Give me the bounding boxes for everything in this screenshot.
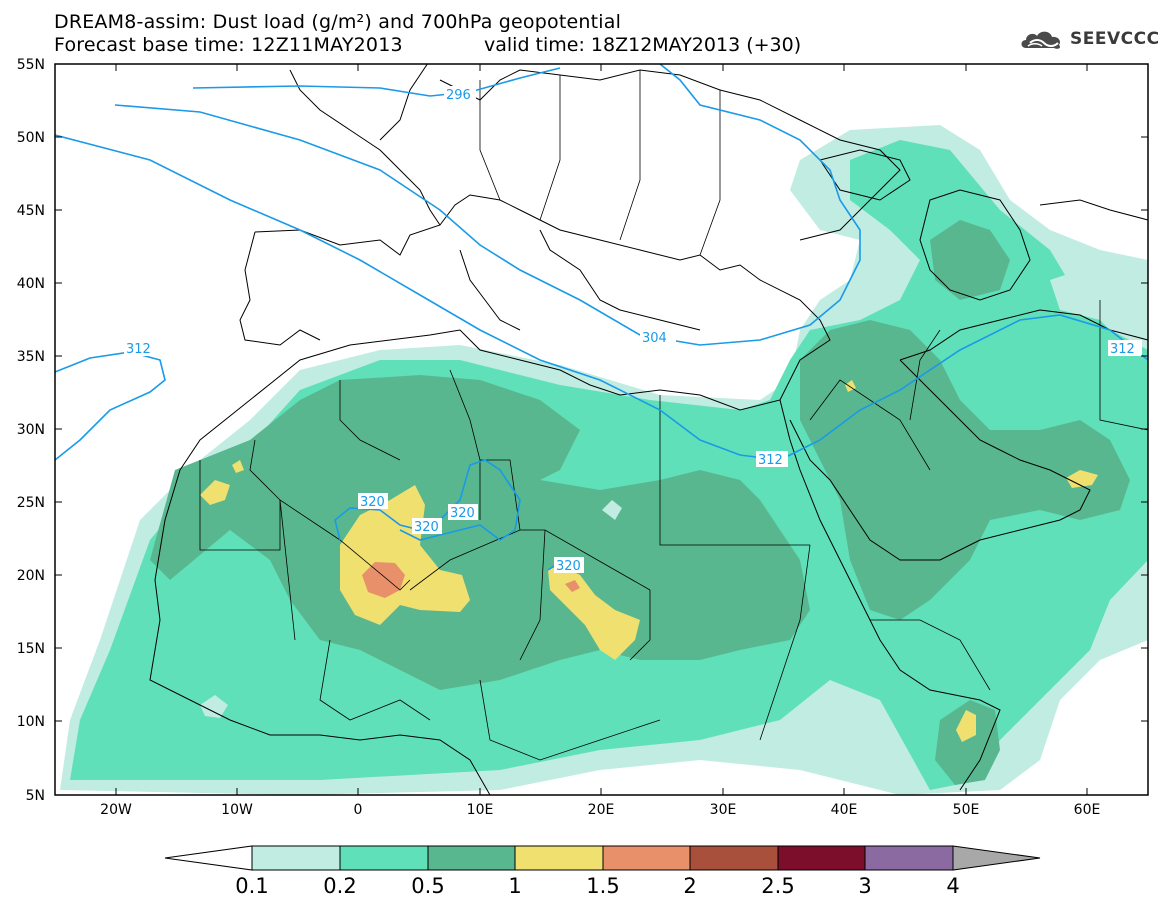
contour-labels: 296 312 304 312 312 320 320 320 320	[124, 86, 1142, 574]
lat-label: 15N	[17, 641, 45, 657]
dust-load-fields	[55, 64, 1148, 795]
lon-label: 30E	[710, 802, 737, 818]
seevccc-logo: SEEVCCC	[1018, 26, 1160, 52]
colorbar-segment	[602, 845, 691, 871]
lat-label: 20N	[17, 568, 45, 584]
colorbar-segment	[251, 845, 341, 871]
dust-level-1	[200, 480, 230, 505]
dust-level-0-1	[200, 695, 228, 718]
longitude-axis: 20W 10W 0 10E 20E 30E 40E 50E 60E	[100, 64, 1100, 818]
colorbar-tick-label: 0.5	[411, 874, 444, 898]
contour-label: 312	[126, 342, 151, 357]
colorbar	[164, 845, 1041, 871]
lat-label: 50N	[17, 130, 45, 146]
dust-level-1-5	[565, 580, 580, 592]
lon-label: 40E	[831, 802, 858, 818]
forecast-base-time: Forecast base time: 12Z11MAY2013	[54, 34, 403, 56]
colorbar-tick-label: 0.1	[235, 874, 268, 898]
lat-label: 45N	[17, 203, 45, 219]
dust-level-1	[956, 710, 976, 742]
dust-level-0-1	[602, 500, 622, 520]
colorbar-segment	[777, 845, 866, 871]
contour-label: 320	[556, 559, 581, 574]
contour-label: 320	[414, 520, 439, 535]
colorbar-tick-label: 3	[858, 874, 871, 898]
colorbar-tick-label: 1.5	[586, 874, 619, 898]
dust-level-0-1	[1050, 270, 1110, 320]
colorbar-tick-label: 2.5	[761, 874, 794, 898]
dust-level-1	[232, 460, 244, 473]
colorbar-tick-label: 1	[508, 874, 521, 898]
contour-label: 312	[1110, 342, 1135, 357]
lon-label: 0	[354, 802, 363, 818]
country-borders	[199, 70, 1148, 761]
colorbar-labels: 0.1 0.2 0.5 1 1.5 2 2.5 3 4	[235, 874, 959, 898]
lon-label: 60E	[1074, 802, 1101, 818]
contour-label: 304	[642, 331, 667, 346]
geopotential-contours	[55, 64, 1148, 571]
lon-label: 20E	[588, 802, 615, 818]
colorbar-segment	[514, 845, 604, 871]
lat-label: 10N	[17, 714, 45, 730]
dust-level-0-5	[150, 375, 810, 690]
colorbar-segment	[339, 845, 429, 871]
lat-label: 35N	[17, 349, 45, 365]
dust-level-1-5	[362, 562, 405, 598]
colorbar-low-arrow	[164, 845, 253, 871]
colorbar-segment	[864, 845, 954, 871]
contour-label: 320	[360, 495, 385, 510]
logo-text: SEEVCCC	[1070, 29, 1160, 49]
cloud-logo-icon	[1021, 31, 1061, 49]
lat-label: 30N	[17, 422, 45, 438]
lat-label: 5N	[26, 788, 45, 804]
colorbar-tick-label: 4	[946, 874, 959, 898]
lon-label: 20W	[100, 802, 132, 818]
colorbar-high-arrow	[952, 845, 1041, 871]
contour-label: 312	[758, 453, 783, 468]
dust-level-1	[1066, 470, 1098, 488]
colorbar-segment	[427, 845, 516, 871]
map-title: DREAM8-assim: Dust load (g/m²) and 700hP…	[54, 11, 622, 33]
lat-label: 25N	[17, 495, 45, 511]
dust-level-0-5	[935, 700, 1000, 785]
lat-label: 40N	[17, 276, 45, 292]
contour-label: 296	[446, 88, 471, 103]
dust-level-0-5	[800, 320, 1130, 620]
colorbar-tick-label: 2	[683, 874, 696, 898]
colorbar-tick-label: 0.2	[323, 874, 356, 898]
contour-label: 320	[450, 506, 475, 521]
colorbar-segment	[689, 845, 779, 871]
lat-label: 55N	[17, 57, 45, 73]
latitude-axis: 55N 50N 45N 40N 35N 30N 25N 20N 15N 10N …	[17, 57, 1148, 804]
lon-label: 50E	[953, 802, 980, 818]
lon-label: 10E	[467, 802, 494, 818]
dust-level-0-5	[930, 220, 1010, 300]
lon-label: 10W	[221, 802, 253, 818]
valid-time: valid time: 18Z12MAY2013 (+30)	[484, 34, 802, 56]
